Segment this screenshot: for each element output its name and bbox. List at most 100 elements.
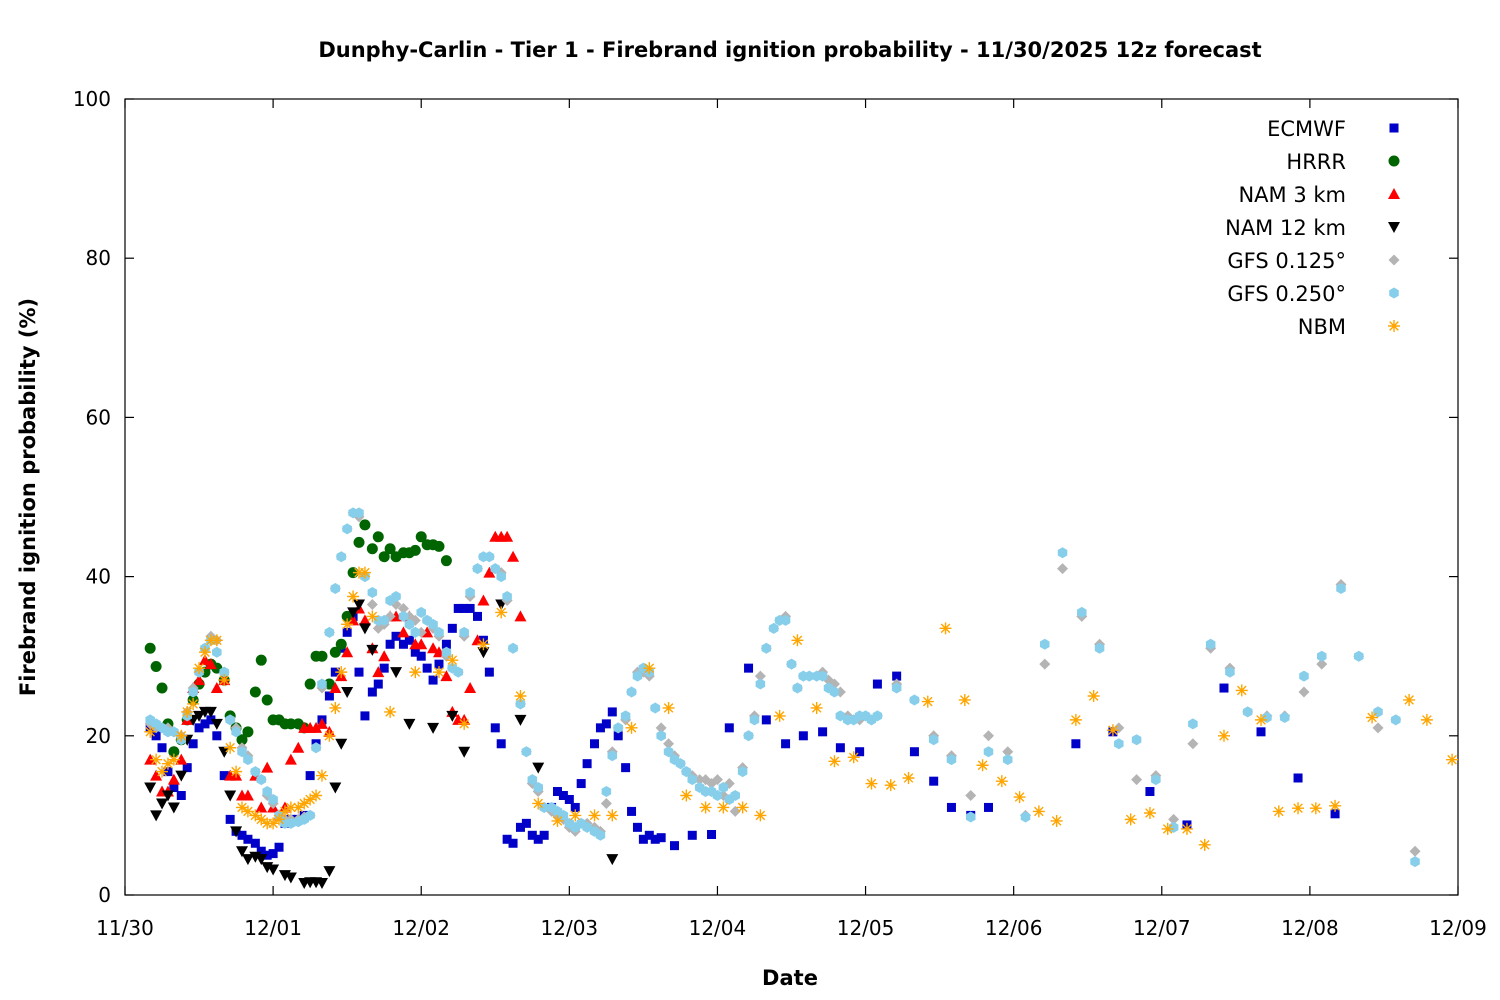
data-point-gfs-0-250 [768, 622, 779, 634]
data-point-nam-12-km [210, 718, 223, 730]
x-tick-label: 12/08 [1281, 916, 1339, 940]
data-point-gfs-0-250 [1131, 734, 1142, 746]
data-point-ecmwf [385, 639, 395, 649]
data-point-gfs-0-250 [243, 754, 253, 766]
x-tick-label: 12/01 [244, 916, 302, 940]
data-point-gfs-0-250 [872, 710, 883, 722]
data-point-ecmwf [564, 794, 574, 804]
data-point-hrrr [156, 682, 168, 694]
data-point-ecmwf [590, 739, 600, 749]
x-tick-label: 12/02 [392, 916, 450, 940]
data-point-gfs-0-250 [367, 587, 378, 599]
data-point-gfs-0-250 [342, 523, 352, 535]
data-point-nbm [588, 809, 601, 822]
data-point-gfs-0-250 [891, 682, 902, 694]
data-point-nam-3-km [397, 626, 410, 638]
data-point-ecmwf [354, 667, 364, 677]
data-point-ecmwf [761, 715, 771, 725]
data-point-gfs-0-250 [330, 583, 341, 595]
data-point-gfs-0-250 [459, 626, 469, 638]
data-point-hrrr [341, 610, 353, 622]
data-point-nbm [1180, 822, 1193, 835]
data-point-ecmwf [200, 719, 210, 729]
data-point-gfs-0-250 [737, 766, 748, 778]
data-point-gfs-0-250 [188, 686, 198, 698]
data-point-ecmwf [607, 707, 617, 717]
data-point-nbm [958, 693, 971, 706]
data-point-ecmwf [613, 731, 623, 741]
data-point-nbm [1106, 724, 1119, 737]
data-point-gfs-0-250 [336, 551, 347, 563]
data-point-nbm [323, 729, 336, 742]
data-point-hrrr [366, 543, 378, 555]
data-point-gfs-0-250 [656, 730, 666, 742]
data-point-gfs-0-250 [465, 587, 475, 599]
x-axis-label: Date [762, 966, 818, 990]
data-point-gfs-0-250 [1279, 711, 1290, 723]
data-point-ecmwf [496, 739, 506, 749]
data-point-nbm [329, 701, 342, 714]
data-point-nam-12-km [323, 866, 336, 878]
data-point-nbm [210, 634, 223, 647]
data-point-ecmwf [798, 731, 808, 741]
data-point-ecmwf [490, 723, 500, 733]
data-point-ecmwf [169, 783, 179, 793]
data-point-ecmwf [595, 723, 605, 733]
data-point-nbm [458, 717, 471, 730]
data-point-ecmwf [206, 715, 216, 725]
data-point-gfs-0-250 [453, 666, 464, 678]
data-point-nam-12-km [150, 810, 163, 822]
data-point-hrrr [415, 531, 427, 543]
data-point-nam-3-km [483, 566, 496, 578]
legend-label: NBM [1298, 315, 1346, 339]
data-point-gfs-0-125 [1168, 813, 1180, 825]
data-point-nbm [662, 701, 675, 714]
legend-marker [1389, 123, 1399, 133]
data-point-nbm [625, 721, 638, 734]
data-point-gfs-0-250 [712, 790, 723, 801]
y-tick-label: 60 [86, 405, 111, 429]
data-point-nbm [175, 729, 188, 742]
data-point-nbm [284, 801, 297, 814]
data-point-nbm [409, 666, 422, 679]
data-point-gfs-0-250 [675, 758, 686, 770]
data-point-nbm [1235, 684, 1248, 697]
data-point-ecmwf [434, 659, 444, 669]
data-point-gfs-0-250 [1094, 642, 1105, 654]
data-point-gfs-0-250 [804, 670, 815, 682]
data-point-ecmwf [582, 759, 592, 769]
data-point-gfs-0-250 [687, 774, 698, 786]
data-point-nam-12-km [427, 722, 440, 734]
data-point-nam-12-km [167, 802, 180, 814]
data-point-nam-12-km [230, 826, 243, 838]
data-point-gfs-0-250 [761, 642, 772, 654]
data-point-ecmwf [892, 671, 902, 681]
data-point-nbm [292, 801, 305, 814]
data-point-ecmwf [342, 627, 352, 637]
data-point-nbm [181, 705, 194, 718]
data-point-gfs-0-250 [237, 746, 247, 758]
data-point-gfs-0-250 [212, 646, 222, 658]
data-point-ecmwf [453, 603, 463, 613]
data-point-ecmwf [872, 679, 882, 689]
data-point-nbm [477, 638, 490, 651]
data-point-nbm [532, 797, 545, 810]
data-point-gfs-0-250 [632, 670, 643, 682]
data-point-nam-3-km [329, 682, 342, 694]
data-point-gfs-0-250 [780, 614, 791, 626]
legend-label: ECMWF [1267, 117, 1346, 141]
data-point-gfs-0-250 [663, 746, 674, 758]
data-point-nbm [1255, 713, 1268, 726]
data-point-gfs-0-250 [835, 710, 846, 722]
data-point-nbm [1032, 805, 1045, 818]
data-point-nam-3-km [477, 594, 490, 606]
legend: ECMWF HRRR NAM 3 km NAM 12 km GFS 0.125° GFS … [1225, 117, 1400, 339]
data-point-gfs-0-250 [1299, 670, 1309, 682]
data-point-nbm [1050, 814, 1063, 827]
data-point-ecmwf [669, 841, 679, 851]
y-tick-label: 40 [86, 565, 111, 589]
data-point-gfs-0-125 [1187, 738, 1199, 750]
data-point-nam-12-km [341, 687, 354, 699]
data-point-nam-12-km [532, 762, 545, 774]
data-point-ecmwf [256, 846, 266, 856]
